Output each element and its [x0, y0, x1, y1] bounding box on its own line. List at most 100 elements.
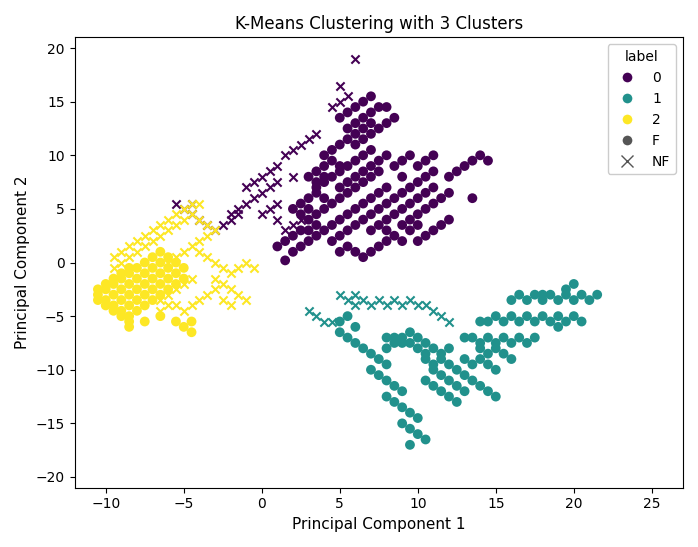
Point — [170, 317, 181, 326]
Point — [428, 183, 439, 192]
Point — [490, 344, 501, 353]
Point — [389, 296, 400, 305]
Point — [373, 156, 385, 165]
Point — [436, 387, 447, 395]
Point — [342, 135, 353, 143]
Point — [139, 242, 150, 251]
Point — [147, 285, 158, 294]
Point — [381, 376, 392, 385]
Point — [404, 226, 415, 235]
Point — [428, 306, 439, 315]
Point — [194, 216, 205, 224]
Point — [365, 130, 376, 138]
Point — [280, 151, 291, 160]
Point — [170, 199, 181, 208]
Point — [288, 205, 299, 213]
Point — [280, 256, 291, 265]
Point — [459, 333, 470, 342]
Point — [147, 226, 158, 235]
Point — [241, 199, 252, 208]
Point — [553, 296, 564, 305]
Point — [108, 306, 119, 315]
Point — [428, 344, 439, 353]
Point — [202, 220, 213, 229]
Point — [170, 269, 181, 278]
Point — [443, 360, 454, 369]
Point — [334, 140, 346, 149]
Point — [396, 189, 408, 197]
Point — [209, 226, 221, 235]
Point — [334, 97, 346, 106]
Point — [436, 312, 447, 321]
Point — [443, 376, 454, 385]
Point — [256, 210, 267, 219]
Point — [170, 258, 181, 267]
Point — [490, 339, 501, 347]
Point — [217, 220, 228, 229]
Point — [163, 216, 174, 224]
Point — [381, 333, 392, 342]
Point — [155, 306, 166, 315]
Point — [194, 216, 205, 224]
Point — [420, 189, 431, 197]
Point — [404, 328, 415, 336]
Point — [124, 301, 135, 310]
Point — [163, 258, 174, 267]
Point — [413, 344, 424, 353]
Point — [194, 296, 205, 305]
Point — [178, 323, 189, 331]
Point — [365, 92, 376, 101]
Point — [124, 264, 135, 272]
Point — [482, 360, 493, 369]
Point — [272, 178, 283, 187]
Point — [404, 183, 415, 192]
Point — [147, 253, 158, 261]
Point — [295, 210, 306, 219]
Point — [506, 354, 517, 363]
Point — [155, 220, 166, 229]
Point — [357, 151, 369, 160]
Point — [443, 216, 454, 224]
Point — [342, 210, 353, 219]
Point — [116, 296, 127, 305]
Point — [155, 231, 166, 240]
Point — [186, 210, 197, 219]
Point — [459, 371, 470, 380]
Point — [248, 178, 260, 187]
Point — [545, 317, 556, 326]
Point — [303, 172, 314, 181]
Point — [467, 194, 478, 202]
Point — [459, 354, 470, 363]
Point — [404, 199, 415, 208]
Point — [163, 290, 174, 299]
Point — [576, 317, 587, 326]
Point — [155, 312, 166, 321]
Point — [506, 312, 517, 321]
Title: K-Means Clustering with 3 Clusters: K-Means Clustering with 3 Clusters — [235, 15, 523, 33]
Point — [155, 296, 166, 305]
Point — [467, 156, 478, 165]
Y-axis label: Principal Component 2: Principal Component 2 — [15, 176, 30, 350]
Point — [92, 290, 103, 299]
Point — [365, 301, 376, 310]
Point — [420, 339, 431, 347]
Point — [334, 231, 346, 240]
Point — [396, 339, 408, 347]
Point — [186, 242, 197, 251]
Point — [443, 317, 454, 326]
Point — [124, 317, 135, 326]
Point — [232, 264, 244, 272]
Point — [459, 387, 470, 395]
Point — [413, 333, 424, 342]
Point — [365, 194, 376, 202]
Point — [357, 296, 369, 305]
Point — [92, 296, 103, 305]
Point — [155, 247, 166, 256]
Point — [217, 280, 228, 288]
Point — [537, 290, 548, 299]
Point — [295, 242, 306, 251]
Point — [124, 242, 135, 251]
Point — [365, 146, 376, 154]
Point — [529, 333, 540, 342]
Point — [389, 194, 400, 202]
